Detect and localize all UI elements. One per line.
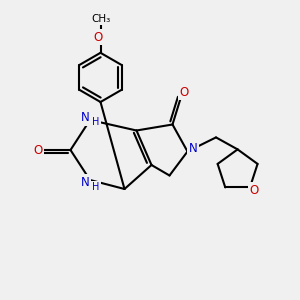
Text: O: O bbox=[249, 184, 258, 197]
Text: CH₃: CH₃ bbox=[91, 14, 110, 24]
Text: O: O bbox=[180, 86, 189, 99]
Text: H: H bbox=[92, 182, 100, 192]
Text: N: N bbox=[80, 111, 89, 124]
Text: N: N bbox=[80, 176, 89, 189]
Text: N: N bbox=[188, 142, 197, 155]
Text: O: O bbox=[93, 31, 102, 44]
Text: O: O bbox=[34, 143, 43, 157]
Text: H: H bbox=[92, 117, 100, 128]
